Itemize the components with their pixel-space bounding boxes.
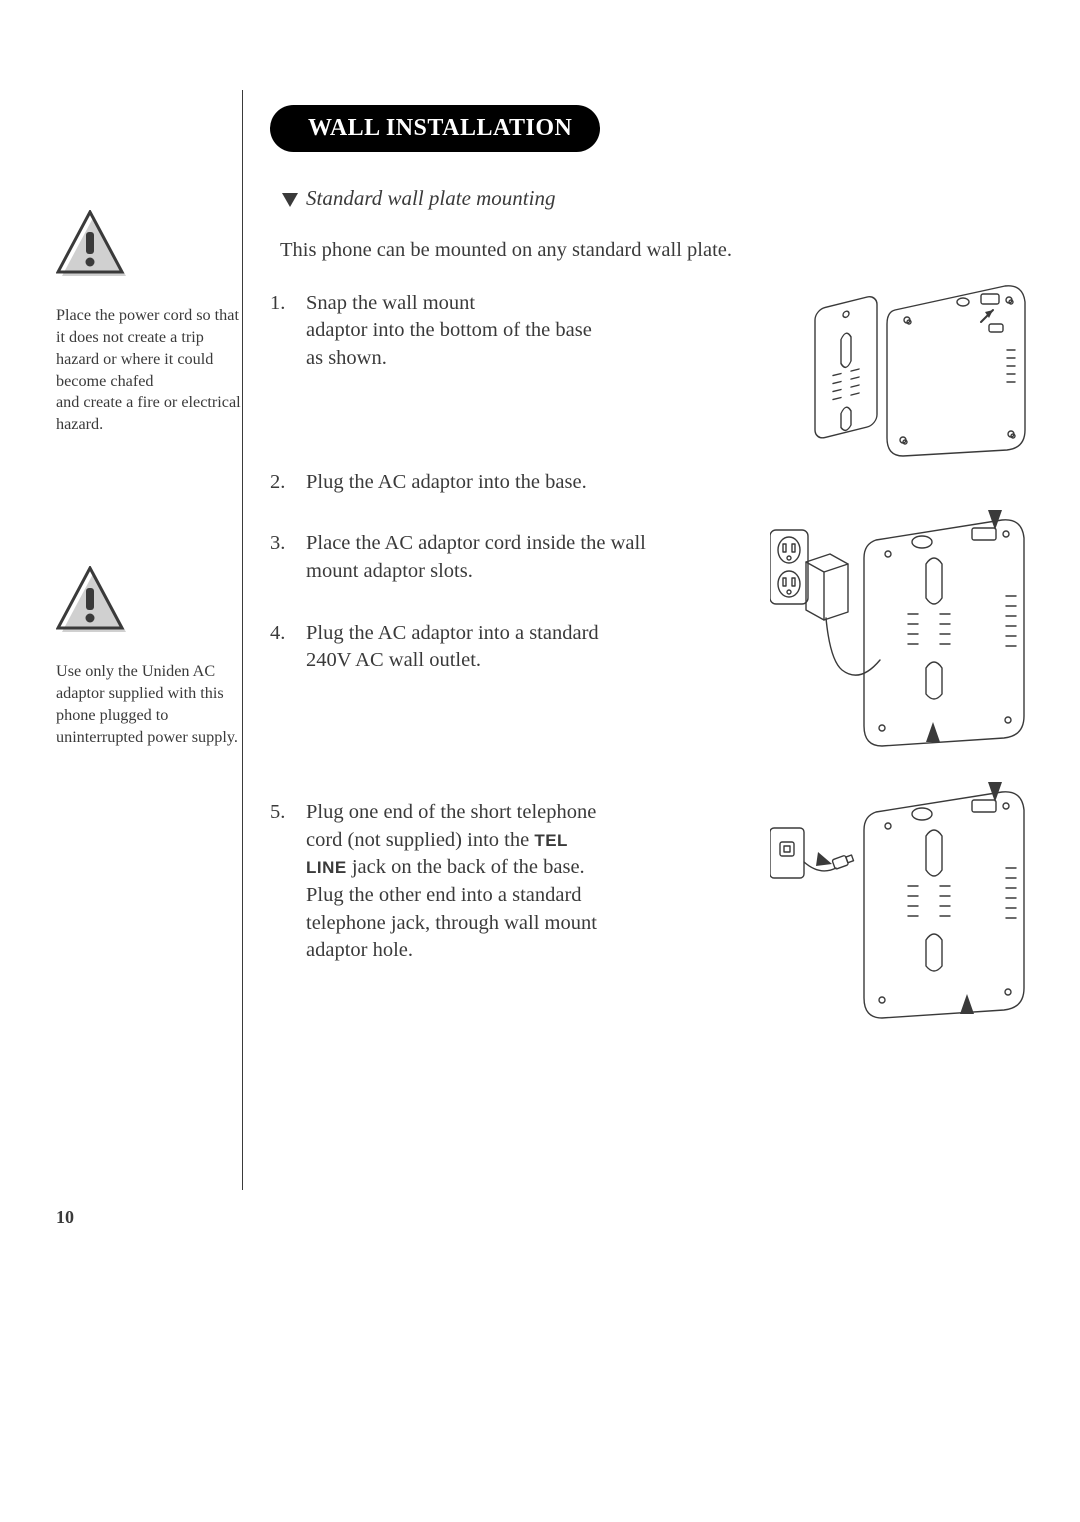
down-triangle-icon	[282, 188, 298, 213]
warning-icon	[56, 566, 241, 643]
figure-1-wall-mount-adaptor	[805, 280, 1030, 460]
step-text: Snap the wall mountadaptor into the bott…	[306, 290, 596, 373]
step-text: Plug the AC adaptor into a standard 240V…	[306, 620, 646, 675]
section-title: WALL INSTALLATION	[270, 105, 600, 152]
vertical-divider	[242, 90, 243, 1190]
warning-block-2: Use only the Uniden AC adaptor supplied …	[56, 566, 241, 748]
intro-text: This phone can be mounted on any standar…	[280, 239, 1030, 262]
subheading-text: Standard wall plate mounting	[306, 186, 555, 210]
figure-3-tel-line	[770, 782, 1030, 1022]
subheading: Standard wall plate mounting	[282, 186, 1030, 213]
figure-2-ac-adaptor	[770, 510, 1030, 750]
main-content: WALL INSTALLATION Standard wall plate mo…	[270, 105, 1030, 965]
warning-text-1: Place the power cord so that it does not…	[56, 305, 241, 436]
sidebar: Place the power cord so that it does not…	[56, 210, 241, 879]
warning-text-2: Use only the Uniden AC adaptor supplied …	[56, 661, 241, 748]
step-text: Plug one end of the short telephone cord…	[306, 799, 606, 965]
steps-list: Snap the wall mountadaptor into the bott…	[270, 290, 1030, 965]
step-text: Plug the AC adaptor into the base.	[306, 469, 587, 497]
step-text: Place the AC adaptor cord inside the wal…	[306, 530, 646, 585]
page-number: 10	[56, 1207, 74, 1228]
step-2: Plug the AC adaptor into the base.	[270, 469, 1030, 497]
warning-block-1: Place the power cord so that it does not…	[56, 210, 241, 436]
manual-page: Place the power cord so that it does not…	[0, 0, 1080, 1522]
step-5-part-b: jack on the back of the base. Plug the o…	[306, 856, 597, 961]
warning-icon	[56, 210, 241, 287]
